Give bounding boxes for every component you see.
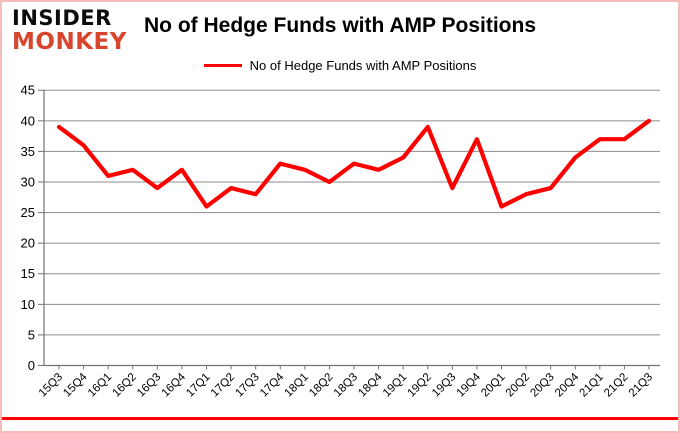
legend-label: No of Hedge Funds with AMP Positions bbox=[249, 58, 477, 73]
x-tick-label: 17Q3 bbox=[233, 371, 261, 399]
y-tick-label: 10 bbox=[21, 297, 35, 312]
logo-line-monkey: MONKEY bbox=[12, 29, 127, 55]
y-tick-label: 25 bbox=[21, 205, 35, 220]
y-tick-label: 30 bbox=[21, 174, 35, 189]
x-tick-label: 20Q4 bbox=[553, 371, 582, 400]
legend: No of Hedge Funds with AMP Positions bbox=[2, 58, 678, 73]
x-tick-label: 15Q3 bbox=[37, 371, 65, 399]
x-tick-label: 18Q1 bbox=[283, 371, 311, 399]
insider-monkey-logo: INSIDER MONKEY bbox=[12, 8, 127, 54]
x-tick-label: 18Q3 bbox=[332, 371, 360, 399]
x-tick-label: 19Q2 bbox=[405, 371, 433, 399]
y-tick-label: 35 bbox=[21, 144, 35, 159]
y-tick-label: 5 bbox=[28, 327, 35, 342]
x-tick-label: 20Q1 bbox=[479, 371, 507, 399]
x-tick-label: 16Q3 bbox=[135, 371, 163, 399]
x-tick-label: 16Q4 bbox=[160, 371, 189, 400]
x-tick-label: 19Q1 bbox=[381, 371, 409, 399]
x-tick-label: 19Q3 bbox=[430, 371, 458, 399]
y-tick-label: 0 bbox=[28, 358, 35, 373]
x-tick-label: 21Q1 bbox=[578, 371, 606, 399]
x-tick-label: 18Q4 bbox=[356, 371, 385, 400]
hedge-fund-positions-line bbox=[56, 118, 652, 209]
x-tick-label: 19Q4 bbox=[455, 371, 484, 400]
legend-line-swatch bbox=[203, 64, 242, 67]
x-tick-label: 21Q2 bbox=[602, 371, 630, 399]
x-tick-label: 21Q3 bbox=[627, 371, 655, 399]
x-tick-label: 20Q2 bbox=[504, 371, 532, 399]
x-tick-label: 20Q3 bbox=[528, 371, 556, 399]
y-tick-label: 40 bbox=[21, 113, 35, 128]
bottom-red-rule bbox=[2, 417, 678, 420]
y-tick-label: 15 bbox=[21, 266, 35, 281]
chart-title: No of Hedge Funds with AMP Positions bbox=[144, 14, 536, 37]
y-tick-label: 45 bbox=[21, 83, 35, 98]
x-tick-label: 15Q4 bbox=[61, 371, 90, 400]
x-tick-label: 16Q1 bbox=[86, 371, 114, 399]
x-tick-label: 18Q2 bbox=[307, 371, 335, 399]
y-tick-label: 20 bbox=[21, 236, 35, 251]
x-tick-label: 17Q4 bbox=[258, 371, 287, 400]
x-tick-label: 16Q2 bbox=[110, 371, 138, 399]
x-tick-label: 17Q2 bbox=[209, 371, 237, 399]
x-tick-label: 17Q1 bbox=[184, 371, 212, 399]
logo-line-insider: INSIDER bbox=[12, 6, 112, 30]
